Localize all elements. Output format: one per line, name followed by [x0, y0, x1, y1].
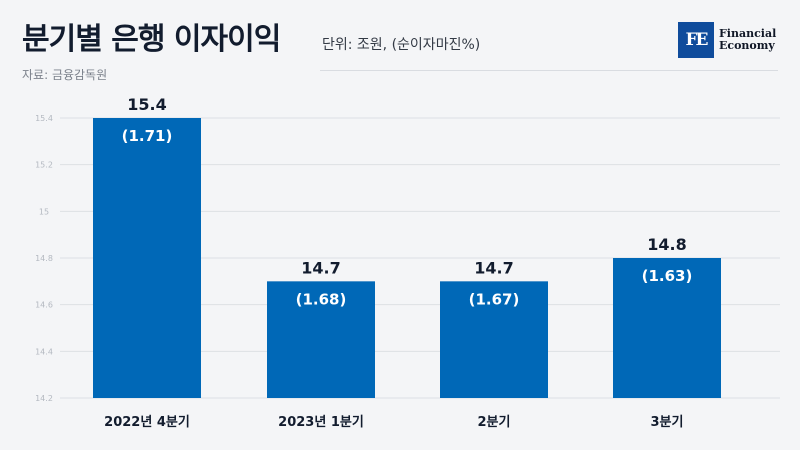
category-label: 2분기	[478, 415, 511, 430]
nim-label: (1.71)	[122, 127, 173, 145]
brand-logo: FE Financial Economy	[678, 22, 776, 58]
y-tick-label: 14.2	[35, 394, 53, 403]
bar	[93, 118, 201, 398]
bar-layer	[93, 118, 721, 398]
y-tick-label: 14.4	[35, 347, 53, 356]
nim-label: (1.67)	[469, 290, 520, 308]
bar	[267, 281, 375, 398]
y-tick-label: 15.4	[35, 114, 53, 123]
bar	[440, 281, 548, 398]
chart-title: 분기별 은행 이자이익	[22, 22, 281, 57]
y-tick-label: 15	[39, 207, 49, 216]
label-layer: 15.4 (1.71) 2022년 4분기 14.7 (1.68) 2023년 1분기 14…	[104, 95, 692, 430]
category-label: 2022년 4분기	[104, 415, 190, 430]
unit-note: 단위: 조원, (순이자마진%)	[322, 37, 481, 53]
y-tick-label: 15.2	[35, 161, 53, 170]
category-label: 3분기	[651, 415, 684, 430]
header-divider	[320, 70, 778, 71]
y-tick-label: 14.6	[35, 301, 53, 310]
value-label: 15.4	[127, 95, 166, 114]
y-tick-label: 14.8	[35, 254, 53, 263]
source-note: 자료: 금융감독원	[22, 68, 108, 82]
nim-label: (1.63)	[642, 267, 693, 285]
logo-line-2: Economy	[719, 39, 775, 52]
logo-text: Financial Economy	[719, 28, 776, 52]
logo-mark: FE	[678, 22, 714, 58]
value-label: 14.8	[647, 235, 686, 254]
bar	[613, 258, 721, 398]
category-label: 2023년 1분기	[278, 415, 364, 430]
value-label: 14.7	[474, 258, 513, 277]
value-label: 14.7	[301, 258, 340, 277]
nim-label: (1.68)	[296, 290, 347, 308]
logo-line-1: Financial	[719, 27, 777, 40]
